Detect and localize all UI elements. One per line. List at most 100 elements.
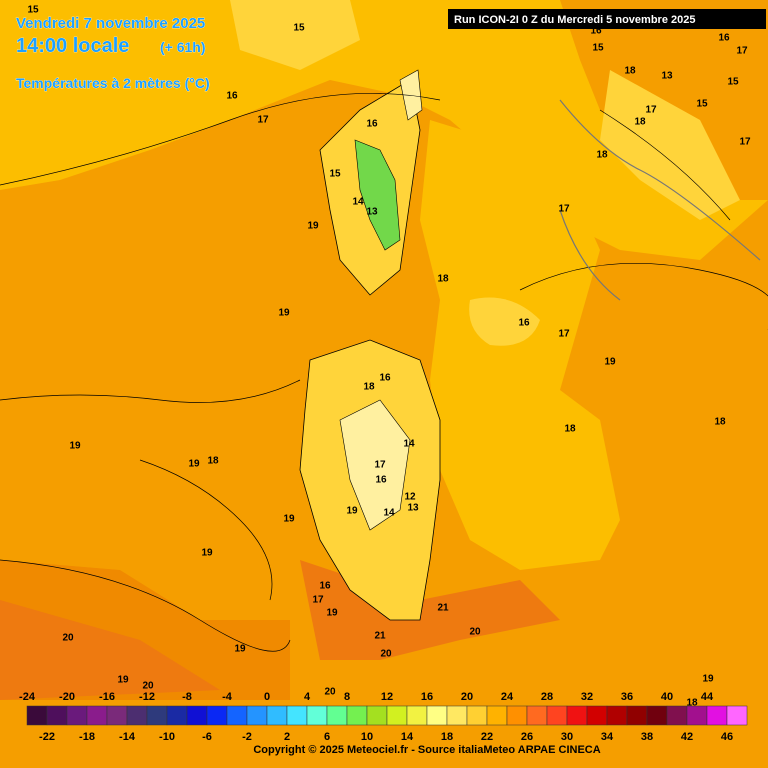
- contour-label: 18: [596, 150, 608, 161]
- colorbar-swatch: [286, 705, 308, 726]
- contour-label: 18: [686, 698, 698, 709]
- contour-label: 20: [324, 687, 336, 698]
- contour-label: 17: [645, 105, 657, 116]
- colorbar-label: 8: [344, 691, 350, 703]
- run-box: [448, 9, 766, 29]
- colorbar-label: 6: [324, 731, 330, 743]
- colorbar-label: -20: [59, 691, 75, 703]
- contour-label: 16: [226, 91, 238, 102]
- contour-label: 18: [634, 117, 646, 128]
- colorbar-swatch: [626, 705, 648, 726]
- contour-label: 18: [207, 456, 219, 467]
- contour-label: 18: [437, 274, 449, 285]
- colorbar-swatch: [126, 705, 148, 726]
- colorbar-label: 14: [401, 731, 414, 743]
- contour-label: 15: [293, 23, 305, 34]
- colorbar-swatch: [106, 705, 128, 726]
- contour-label: 16: [379, 373, 391, 384]
- colorbar-label: 30: [561, 731, 573, 743]
- colorbar-label: 0: [264, 691, 270, 703]
- contour-label: 14: [352, 197, 364, 208]
- copyright: Copyright © 2025 Meteociel.fr - Source i…: [253, 744, 600, 756]
- contour-label: 19: [69, 441, 81, 452]
- contour-label: 15: [592, 43, 604, 54]
- contour-label: 19: [234, 644, 246, 655]
- colorbar-label: 2: [284, 731, 290, 743]
- contour-label: 19: [326, 608, 338, 619]
- contour-label: 14: [403, 439, 415, 450]
- colorbar-swatch: [606, 705, 628, 726]
- contour-label: 17: [558, 204, 570, 215]
- contour-label: 13: [407, 503, 419, 514]
- contour-label: 19: [307, 221, 319, 232]
- colorbar-swatch: [406, 705, 428, 726]
- colorbar-label: 42: [681, 731, 693, 743]
- contour-label: 17: [312, 595, 324, 606]
- contour-label: 20: [142, 681, 154, 692]
- contour-label: 17: [257, 115, 269, 126]
- colorbar-swatch: [526, 705, 548, 726]
- contour-label: 16: [319, 581, 331, 592]
- contour-label: 21: [437, 603, 449, 614]
- colorbar-label: 16: [421, 691, 433, 703]
- colorbar-label: 10: [361, 731, 373, 743]
- colorbar-swatch: [266, 705, 288, 726]
- colorbar-label: 12: [381, 691, 393, 703]
- forecast-date: Vendredi 7 novembre 2025: [16, 15, 205, 32]
- colorbar-swatch: [386, 705, 408, 726]
- colorbar-swatch: [146, 705, 168, 726]
- colorbar-swatch: [186, 705, 208, 726]
- colorbar-swatch: [346, 705, 368, 726]
- contour-label: 19: [117, 675, 129, 686]
- colorbar-swatch: [26, 705, 48, 726]
- colorbar-swatch: [86, 705, 108, 726]
- colorbar-label: -14: [119, 731, 136, 743]
- colorbar-label: -2: [242, 731, 252, 743]
- colorbar-label: 26: [521, 731, 533, 743]
- contour-label: 16: [590, 26, 602, 37]
- colorbar-swatch: [246, 705, 268, 726]
- contour-label: 16: [375, 475, 387, 486]
- colorbar-label: 38: [641, 731, 653, 743]
- colorbar-label: 34: [601, 731, 614, 743]
- colorbar-swatch: [446, 705, 468, 726]
- colorbar-label: 46: [721, 731, 733, 743]
- forecast-time: 14:00 locale: [16, 35, 129, 57]
- contour-label: 19: [188, 459, 200, 470]
- colorbar-swatch: [306, 705, 328, 726]
- colorbar-label: 4: [304, 691, 311, 703]
- colorbar-swatch: [646, 705, 668, 726]
- contour-label: 19: [702, 674, 714, 685]
- colorbar-label: 32: [581, 691, 593, 703]
- contour-label: 20: [62, 633, 74, 644]
- colorbar-label: -24: [19, 691, 36, 703]
- colorbar-label: 44: [701, 691, 714, 703]
- field-name: Températures à 2 mètres (°C): [16, 75, 210, 91]
- colorbar-swatch: [506, 705, 528, 726]
- contour-label: 15: [727, 77, 739, 88]
- forecast-lead: (+ 61h): [160, 39, 206, 55]
- contour-label: 13: [366, 207, 378, 218]
- contour-label: 18: [714, 417, 726, 428]
- contour-label: 12: [404, 492, 416, 503]
- contour-label: 19: [604, 357, 616, 368]
- colorbar-swatch: [586, 705, 608, 726]
- colorbar-label: 24: [501, 691, 514, 703]
- colorbar-swatch: [366, 705, 388, 726]
- colorbar-swatch: [226, 705, 248, 726]
- contour-label: 18: [564, 424, 576, 435]
- contour-label: 20: [380, 649, 392, 660]
- colorbar-swatch: [466, 705, 488, 726]
- colorbar-swatch: [686, 705, 708, 726]
- colorbar-label: -16: [99, 691, 115, 703]
- colorbar-swatch: [486, 705, 508, 726]
- contour-label: 20: [469, 627, 481, 638]
- colorbar-label: -10: [159, 731, 175, 743]
- contour-label: 17: [558, 329, 570, 340]
- contour-label: 13: [661, 71, 673, 82]
- contour-label: 14: [383, 508, 395, 519]
- contour-label: 15: [696, 99, 708, 110]
